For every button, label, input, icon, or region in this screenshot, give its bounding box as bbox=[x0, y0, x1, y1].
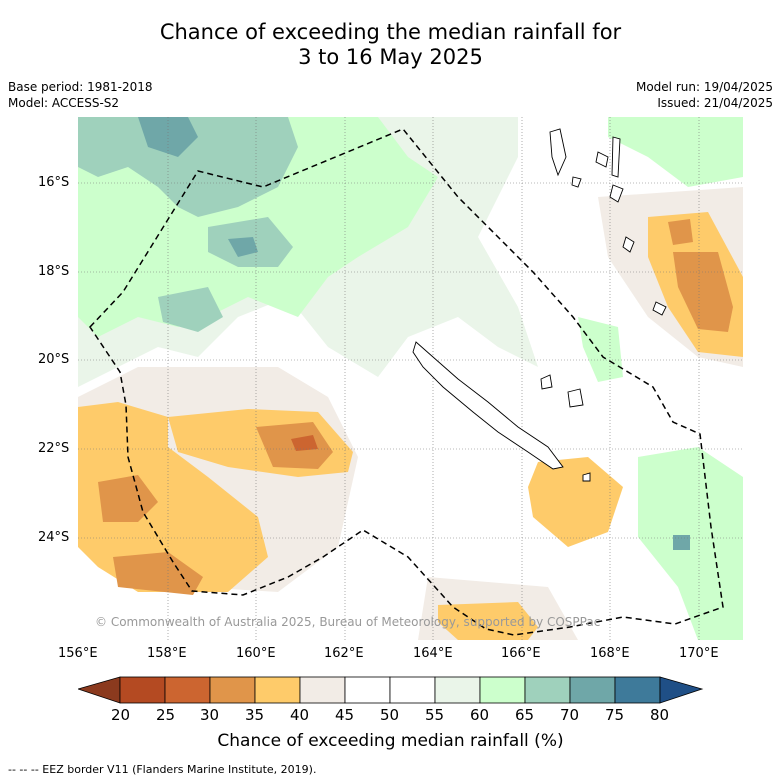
rainfall-map bbox=[78, 117, 743, 640]
colorbar-swatch bbox=[479, 676, 526, 704]
copyright-notice: © Commonwealth of Australia 2025, Bureau… bbox=[95, 615, 601, 629]
colorbar-tick: 70 bbox=[560, 706, 580, 724]
region-75-80b bbox=[228, 237, 258, 257]
lon-label-164e: 164°E bbox=[413, 646, 453, 661]
colorbar-tick: 35 bbox=[245, 706, 265, 724]
region-25-30 bbox=[291, 435, 318, 451]
colorbar-swatch bbox=[119, 676, 166, 704]
lon-label-170e: 170°E bbox=[679, 646, 719, 661]
colorbar-tick: 60 bbox=[470, 706, 490, 724]
colorbar-tick: 75 bbox=[605, 706, 625, 724]
colorbar-tick: 40 bbox=[290, 706, 310, 724]
lat-label-22s: 22°S bbox=[38, 441, 70, 456]
colorbar-swatch bbox=[209, 676, 256, 704]
vanuatu-islands bbox=[549, 128, 667, 316]
colorbar-swatch bbox=[164, 676, 211, 704]
model-name: Model: ACCESS-S2 bbox=[8, 96, 120, 110]
lat-label-18s: 18°S bbox=[38, 264, 70, 279]
region-65-70-ne bbox=[608, 117, 743, 187]
new-caledonia-island bbox=[412, 341, 564, 470]
region-30-35-e bbox=[668, 219, 693, 245]
colorbar-tick: 65 bbox=[515, 706, 535, 724]
region-70-75c bbox=[158, 287, 223, 332]
eez-border bbox=[89, 128, 724, 636]
colorbar-swatch bbox=[299, 676, 346, 704]
colorbar-swatch bbox=[524, 676, 571, 704]
colorbar-swatch bbox=[254, 676, 301, 704]
colorbar-swatch bbox=[659, 676, 704, 704]
lat-label-16s: 16°S bbox=[38, 175, 70, 190]
lon-label-156e: 156°E bbox=[58, 646, 98, 661]
colorbar-swatch bbox=[614, 676, 661, 704]
colorbar-tick: 55 bbox=[425, 706, 445, 724]
colorbar-swatch bbox=[569, 676, 616, 704]
region-35-40-c bbox=[528, 457, 623, 547]
lat-label-24s: 24°S bbox=[38, 530, 70, 545]
loyalty-islands bbox=[540, 374, 591, 482]
lon-label-158e: 158°E bbox=[147, 646, 187, 661]
colorbar-swatch bbox=[434, 676, 481, 704]
colorbar-tick: 50 bbox=[380, 706, 400, 724]
issued-date: Issued: 21/04/2025 bbox=[657, 96, 773, 110]
colorbar-tick: 20 bbox=[111, 706, 131, 724]
eez-legend: -- -- -- EEZ border V11 (Flanders Marine… bbox=[8, 763, 317, 776]
chart-title-line1: Chance of exceeding the median rainfall … bbox=[159, 20, 622, 44]
colorbar-tick: 45 bbox=[335, 706, 355, 724]
region-35-40-s bbox=[438, 602, 538, 640]
colorbar-tick: 25 bbox=[156, 706, 176, 724]
region-65-70-e bbox=[578, 317, 623, 382]
colorbar-swatch bbox=[344, 676, 391, 704]
region-70-75a bbox=[78, 117, 298, 217]
colorbar-swatch bbox=[389, 676, 436, 704]
colorbar-tick: 30 bbox=[200, 706, 220, 724]
region-30-35-b bbox=[113, 552, 203, 595]
colorbar-tick: 80 bbox=[650, 706, 670, 724]
lon-label-162e: 162°E bbox=[324, 646, 364, 661]
colorbar-label: Chance of exceeding median rainfall (%) bbox=[217, 731, 564, 751]
region-75-80-se bbox=[673, 535, 690, 550]
colorbar bbox=[78, 676, 704, 704]
colorbar-swatch bbox=[78, 676, 121, 704]
model-run: Model run: 19/04/2025 bbox=[635, 80, 773, 94]
lon-label-160e: 160°E bbox=[236, 646, 276, 661]
chart-title-line2: 3 to 16 May 2025 bbox=[298, 45, 483, 69]
region-35-40-sw bbox=[78, 402, 268, 592]
region-65-70-se bbox=[638, 447, 743, 640]
lat-label-20s: 20°S bbox=[38, 352, 70, 367]
region-75-80 bbox=[138, 117, 198, 157]
base-period: Base period: 1981-2018 bbox=[8, 80, 153, 94]
lon-label-166e: 166°E bbox=[501, 646, 541, 661]
lon-label-168e: 168°E bbox=[590, 646, 630, 661]
